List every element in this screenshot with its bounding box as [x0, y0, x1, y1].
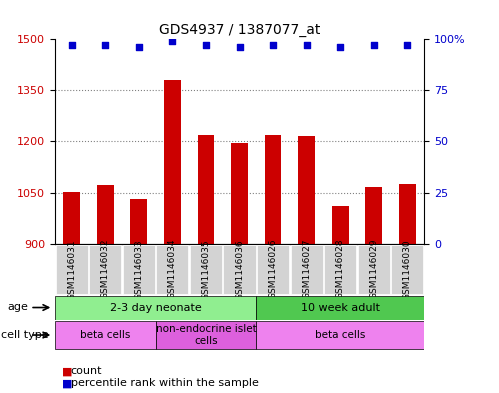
Text: GSM1146036: GSM1146036 [235, 239, 244, 299]
Text: ■: ■ [62, 378, 73, 388]
FancyBboxPatch shape [256, 321, 424, 349]
Text: percentile rank within the sample: percentile rank within the sample [71, 378, 259, 388]
Point [202, 42, 210, 49]
FancyBboxPatch shape [55, 296, 256, 320]
Point [168, 38, 176, 44]
Text: GSM1146027: GSM1146027 [302, 239, 311, 299]
FancyBboxPatch shape [89, 245, 121, 294]
Text: 2-3 day neonate: 2-3 day neonate [110, 303, 202, 312]
FancyBboxPatch shape [156, 321, 256, 349]
Text: cell type: cell type [1, 330, 49, 340]
Point [403, 42, 411, 49]
FancyBboxPatch shape [224, 245, 255, 294]
FancyBboxPatch shape [358, 245, 390, 294]
Point [68, 42, 76, 49]
Text: GSM1146033: GSM1146033 [134, 239, 143, 299]
Text: GSM1146035: GSM1146035 [202, 239, 211, 299]
Text: non-endocrine islet
cells: non-endocrine islet cells [156, 324, 256, 346]
Bar [332, 206, 349, 393]
Bar [264, 135, 281, 393]
Point [336, 44, 344, 51]
Text: age: age [7, 302, 28, 312]
FancyBboxPatch shape [55, 245, 88, 294]
Text: count: count [71, 366, 102, 376]
Bar [130, 199, 147, 393]
Point [370, 42, 378, 49]
Text: GSM1146029: GSM1146029 [369, 239, 378, 299]
FancyBboxPatch shape [123, 245, 155, 294]
Point [135, 44, 143, 51]
FancyBboxPatch shape [290, 245, 323, 294]
Bar [231, 143, 248, 393]
Text: GSM1146028: GSM1146028 [336, 239, 345, 299]
Bar [63, 192, 80, 393]
FancyBboxPatch shape [257, 245, 289, 294]
FancyBboxPatch shape [55, 321, 156, 349]
Bar [399, 184, 416, 393]
Text: GSM1146026: GSM1146026 [268, 239, 277, 299]
FancyBboxPatch shape [190, 245, 222, 294]
Text: GSM1146034: GSM1146034 [168, 239, 177, 299]
FancyBboxPatch shape [391, 245, 424, 294]
Point [101, 42, 109, 49]
Text: ■: ■ [62, 366, 73, 376]
Text: beta cells: beta cells [80, 330, 130, 340]
Text: GSM1146031: GSM1146031 [67, 239, 76, 299]
FancyBboxPatch shape [156, 245, 189, 294]
Bar [298, 136, 315, 393]
Bar [97, 185, 114, 393]
Point [236, 44, 244, 51]
Text: GSM1146030: GSM1146030 [403, 239, 412, 299]
Bar [365, 187, 382, 393]
Point [303, 42, 311, 49]
FancyBboxPatch shape [324, 245, 356, 294]
Text: beta cells: beta cells [315, 330, 365, 340]
Bar [164, 80, 181, 393]
Text: 10 week adult: 10 week adult [301, 303, 380, 312]
Point [269, 42, 277, 49]
Text: GSM1146032: GSM1146032 [101, 239, 110, 299]
Title: GDS4937 / 1387077_at: GDS4937 / 1387077_at [159, 23, 320, 37]
Bar [198, 135, 215, 393]
FancyBboxPatch shape [256, 296, 424, 320]
